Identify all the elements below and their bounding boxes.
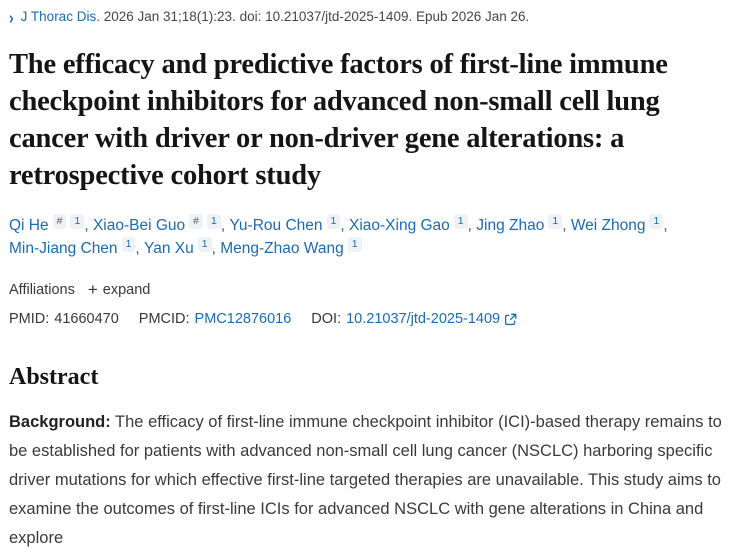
pmcid-group: PMCID: PMC12876016 (139, 311, 292, 327)
affiliations-expand-button[interactable]: + expand (88, 281, 151, 298)
author-link[interactable]: Wei Zhong (570, 217, 646, 235)
author-item: Xiao-Xing Gao 1 (348, 214, 476, 235)
author-item: Yan Xu 1 (144, 237, 220, 258)
pmcid-label: PMCID: (138, 311, 190, 328)
affiliation-superscript[interactable]: 1 (197, 237, 212, 253)
external-link-icon (505, 313, 517, 325)
affiliation-superscript[interactable]: 1 (326, 214, 341, 230)
article-title: The efficacy and predictive factors of f… (9, 49, 668, 192)
affiliation-superscript[interactable]: 1 (453, 214, 468, 230)
affiliation-superscript[interactable]: 1 (70, 214, 85, 230)
author-item: Wei Zhong 1 (570, 214, 668, 235)
author-item: Xiao-Bei Guo #1 (92, 214, 229, 235)
author-link[interactable]: Xiao-Bei Guo (92, 217, 186, 235)
author-link[interactable]: Xiao-Xing Gao (348, 217, 450, 235)
author-item: Jing Zhao 1 (476, 214, 571, 235)
author-link[interactable]: Yan Xu (144, 240, 194, 258)
author-link[interactable]: Qi He (9, 217, 49, 235)
pmid-label: PMID: (9, 311, 50, 328)
pmid-value: 41660470 (54, 311, 119, 328)
author-item: Min-Jiang Chen 1 (9, 237, 144, 258)
doi-group: DOI: 10.21037/jtd-2025-1409 (311, 311, 517, 327)
author-link[interactable]: Jing Zhao (476, 217, 545, 235)
affiliation-superscript[interactable]: 1 (347, 237, 362, 253)
identifiers-row: PMID: 41660470 PMCID: PMC12876016 DOI: 1… (9, 311, 740, 327)
abstract-background-paragraph: Background: The efficacy of first-line i… (9, 408, 740, 553)
pmid-group: PMID: 41660470 (9, 311, 119, 327)
doi-label: DOI: (311, 311, 342, 328)
author-item: Yu-Rou Chen 1 (229, 214, 349, 235)
affiliation-superscript[interactable]: 1 (548, 214, 563, 230)
expand-label: expand (102, 281, 151, 298)
background-label: Background: (9, 413, 111, 432)
affiliation-superscript[interactable]: 1 (121, 237, 136, 253)
equal-contribution-mark: # (52, 214, 67, 230)
abstract-heading: Abstract (9, 364, 99, 391)
journal-link[interactable]: J Thorac Dis. (20, 9, 100, 24)
citation-details: 2026 Jan 31;18(1):23. doi: 10.21037/jtd-… (103, 9, 530, 24)
background-text: The efficacy of first-line immune checkp… (9, 413, 722, 548)
affiliations-label: Affiliations (9, 281, 75, 298)
chevron-right-icon[interactable]: › (9, 7, 14, 27)
affiliation-superscript[interactable]: 1 (649, 214, 664, 230)
author-link[interactable]: Min-Jiang Chen (9, 240, 118, 258)
doi-link[interactable]: 10.21037/jtd-2025-1409 (346, 311, 517, 327)
affiliations-row: Affiliations + expand (9, 281, 740, 298)
affiliation-superscript[interactable]: 1 (206, 214, 221, 230)
author-link[interactable]: Meng-Zhao Wang (220, 240, 344, 258)
equal-contribution-mark: # (189, 214, 203, 230)
author-item: Meng-Zhao Wang 1 (220, 237, 362, 258)
plus-icon: + (87, 280, 98, 300)
author-item: Qi He #1 (9, 214, 93, 235)
author-link[interactable]: Yu-Rou Chen (229, 217, 323, 235)
journal-citation-row: › J Thorac Dis. 2026 Jan 31;18(1):23. do… (9, 8, 740, 26)
pmcid-link[interactable]: PMC12876016 (194, 311, 292, 328)
